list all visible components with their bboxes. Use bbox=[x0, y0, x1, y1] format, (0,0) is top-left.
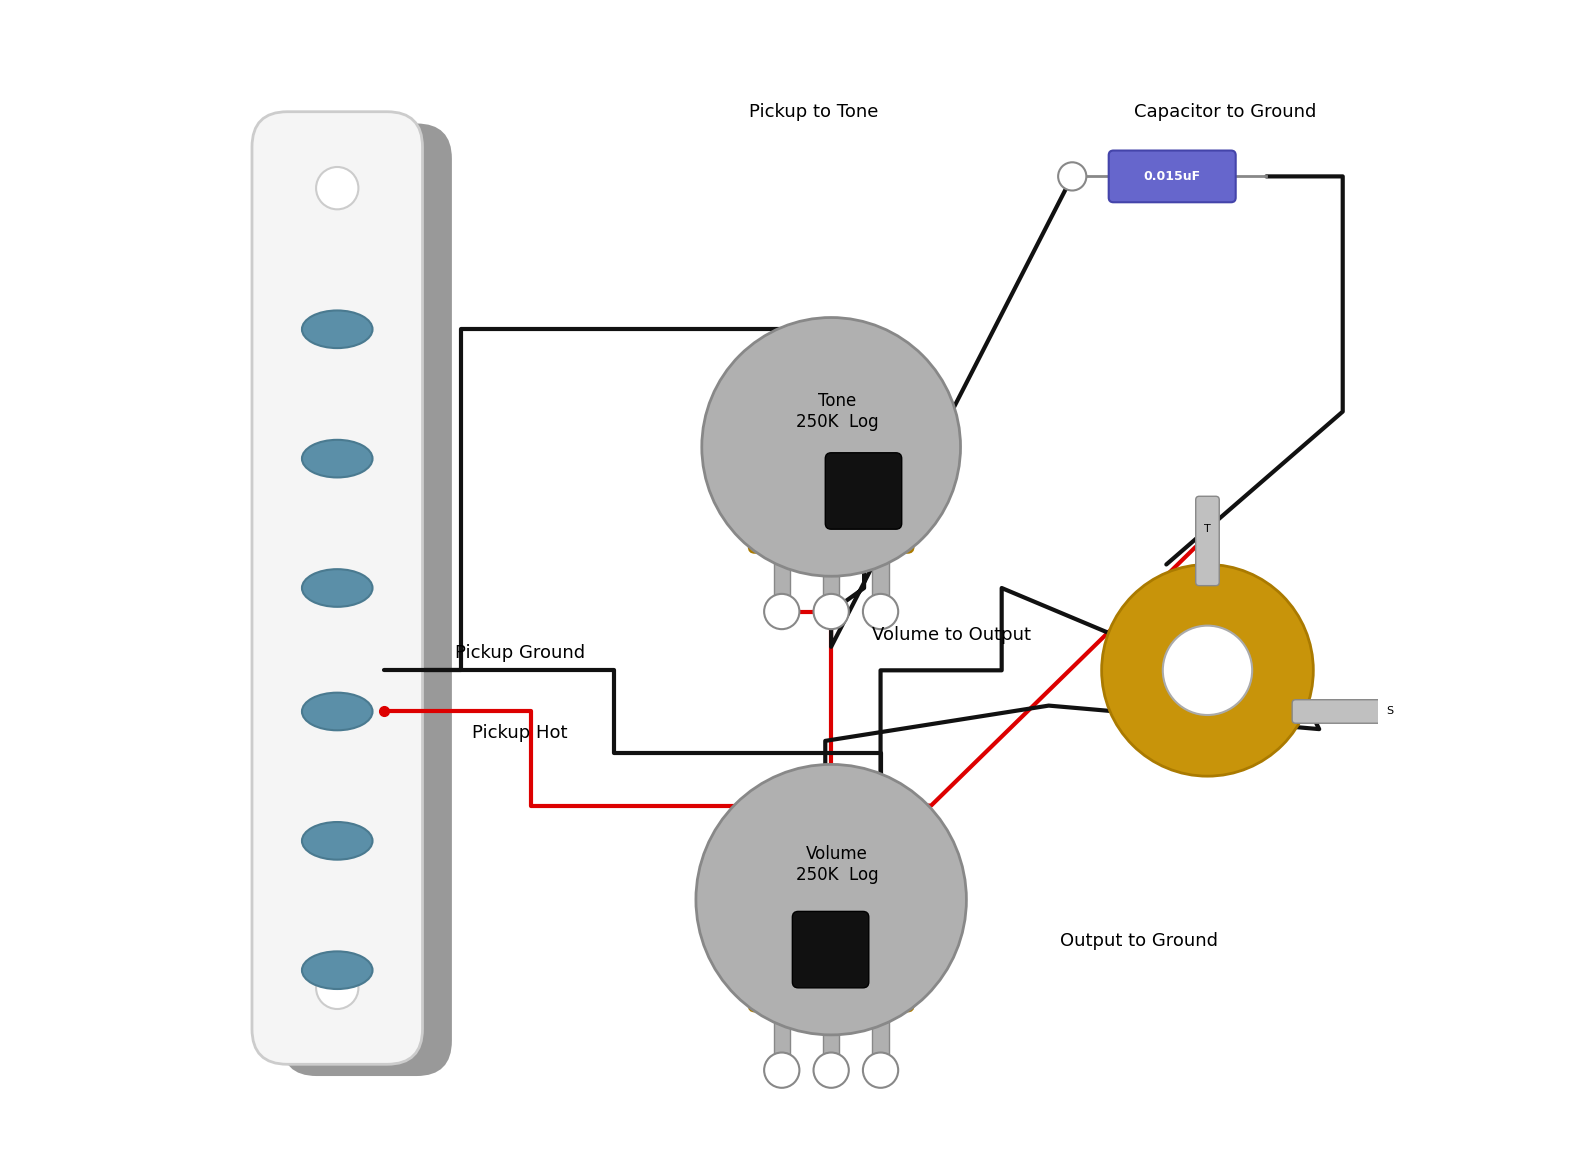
Ellipse shape bbox=[302, 569, 373, 607]
FancyBboxPatch shape bbox=[825, 453, 902, 529]
Circle shape bbox=[863, 594, 897, 629]
Text: Pickup Hot: Pickup Hot bbox=[472, 723, 567, 742]
Bar bbox=[823, 994, 839, 1064]
Circle shape bbox=[702, 318, 961, 576]
Text: 0.015uF: 0.015uF bbox=[1144, 169, 1201, 183]
Ellipse shape bbox=[302, 693, 373, 730]
Bar bbox=[774, 535, 790, 606]
Circle shape bbox=[863, 1053, 897, 1088]
Text: S: S bbox=[1386, 707, 1394, 716]
Circle shape bbox=[695, 764, 967, 1035]
Text: Pickup to Tone: Pickup to Tone bbox=[749, 102, 878, 121]
Circle shape bbox=[814, 1053, 848, 1088]
Ellipse shape bbox=[302, 440, 373, 477]
Text: Pickup Ground: Pickup Ground bbox=[455, 643, 585, 662]
Circle shape bbox=[814, 594, 848, 629]
Ellipse shape bbox=[302, 822, 373, 860]
FancyBboxPatch shape bbox=[792, 911, 869, 988]
FancyBboxPatch shape bbox=[251, 112, 422, 1064]
Text: Volume
250K  Log: Volume 250K Log bbox=[796, 846, 878, 883]
Circle shape bbox=[316, 167, 359, 209]
Circle shape bbox=[1059, 162, 1087, 191]
FancyBboxPatch shape bbox=[1196, 496, 1220, 586]
Bar bbox=[872, 535, 890, 606]
Bar bbox=[872, 994, 890, 1064]
Text: Volume to Output: Volume to Output bbox=[872, 626, 1032, 644]
FancyBboxPatch shape bbox=[1292, 700, 1381, 723]
Text: Capacitor to Ground: Capacitor to Ground bbox=[1134, 102, 1316, 121]
Text: Tone
250K  Log: Tone 250K Log bbox=[796, 393, 878, 430]
Ellipse shape bbox=[302, 951, 373, 989]
Circle shape bbox=[1163, 626, 1253, 715]
Bar bbox=[774, 994, 790, 1064]
FancyBboxPatch shape bbox=[749, 441, 913, 553]
Circle shape bbox=[316, 967, 359, 1009]
Ellipse shape bbox=[302, 310, 373, 348]
Text: T: T bbox=[1204, 524, 1210, 534]
Text: Output to Ground: Output to Ground bbox=[1060, 931, 1218, 950]
FancyBboxPatch shape bbox=[281, 123, 452, 1076]
Circle shape bbox=[1101, 564, 1313, 776]
Circle shape bbox=[765, 1053, 799, 1088]
Circle shape bbox=[765, 594, 799, 629]
FancyBboxPatch shape bbox=[749, 900, 913, 1011]
FancyBboxPatch shape bbox=[1109, 151, 1236, 202]
Bar bbox=[823, 535, 839, 606]
